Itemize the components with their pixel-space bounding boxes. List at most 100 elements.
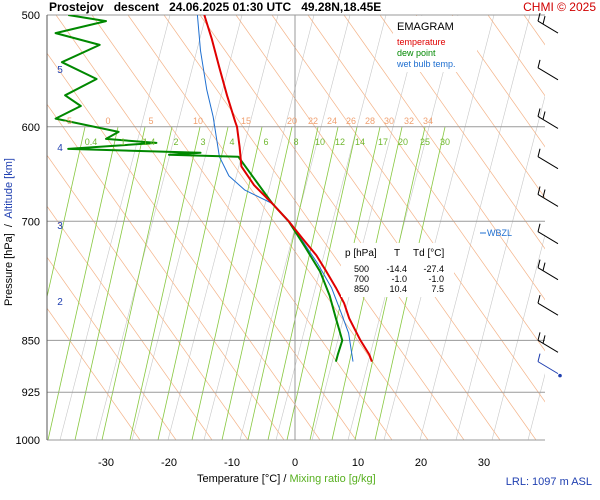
dry-adiabat-line bbox=[560, 15, 600, 440]
wind-barb-flag bbox=[542, 189, 546, 198]
table-header-t: T bbox=[394, 248, 400, 259]
pressure-tick-1000: 1000 bbox=[16, 435, 40, 447]
dry-adiabat-line bbox=[47, 103, 285, 440]
dew-point-line bbox=[54, 15, 344, 362]
wind-barb-flag bbox=[537, 332, 541, 341]
wind-barb bbox=[537, 108, 559, 129]
mixing-ratio-label-10: 10 bbox=[315, 137, 325, 147]
mixing-ratio-line bbox=[221, 126, 293, 440]
wind-barb-staff bbox=[537, 67, 559, 81]
values-table: p [hPa] T Td [°C] 500 -14.4 -27.4 700 -1… bbox=[341, 243, 454, 297]
wind-barb-staff bbox=[537, 194, 559, 207]
altitude-tick-3: 3 bbox=[57, 221, 63, 232]
wind-barb-flag bbox=[537, 12, 541, 22]
dry-adiabat-line bbox=[47, 256, 177, 440]
wind-barb-flag bbox=[537, 108, 541, 117]
x-axis-label-mix: Mixing ratio [g/kg] bbox=[289, 473, 376, 485]
table-row-500-p: 500 bbox=[354, 264, 369, 274]
wind-barb bbox=[537, 12, 559, 34]
y-axis-label-sep: / bbox=[3, 223, 15, 227]
wind-barb-flag bbox=[542, 111, 546, 120]
theta-label-28: 28 bbox=[365, 116, 375, 126]
temp-tick--10: -10 bbox=[224, 457, 240, 469]
dry-adiabats bbox=[47, 15, 600, 440]
dry-adiabat-line bbox=[235, 15, 537, 440]
dry-adiabat-line bbox=[47, 52, 321, 440]
mixing-ratio-line bbox=[101, 126, 173, 440]
y-axis-label: Pressure [hPa] / Altitude [km] bbox=[3, 158, 15, 306]
dry-adiabat-line bbox=[451, 15, 545, 148]
skew-isotherm-line bbox=[491, 234, 545, 440]
skew-isotherm-line bbox=[311, 15, 423, 440]
wind-barb-flag bbox=[542, 262, 546, 271]
wind-barb bbox=[537, 353, 562, 378]
wind-barb bbox=[537, 59, 559, 81]
wind-barb-flag bbox=[537, 259, 541, 268]
wind-barb-flag bbox=[537, 295, 541, 304]
wind-barb bbox=[537, 148, 559, 170]
dry-adiabat-line bbox=[47, 307, 141, 440]
table-header-td: Td [°C] bbox=[413, 248, 444, 259]
legend: EMAGRAM temperature dew point wet bulb t… bbox=[393, 16, 477, 72]
table-row-500-td: -27.4 bbox=[423, 264, 444, 274]
wet-bulb-line bbox=[196, 15, 354, 362]
wind-barb-flag bbox=[537, 148, 541, 157]
title-mode: descent bbox=[113, 0, 160, 14]
altitude-tick-4: 4 bbox=[57, 143, 63, 154]
wind-barb-flag bbox=[542, 335, 546, 344]
skew-isotherm-line bbox=[564, 15, 600, 440]
wind-barb-staff bbox=[537, 156, 559, 170]
dry-adiabat-line bbox=[379, 15, 545, 250]
mixing-ratio-label-14: 14 bbox=[355, 137, 365, 147]
theta-label-10: 10 bbox=[193, 116, 203, 126]
theta-label-20: 20 bbox=[287, 116, 297, 126]
plot-background bbox=[47, 15, 545, 440]
mixing-ratio-label-1.4: 1.4 bbox=[143, 137, 156, 147]
legend-box bbox=[393, 16, 477, 72]
mixing-ratio-label-0.4: 0.4 bbox=[85, 137, 98, 147]
theta-label-0: 0 bbox=[105, 116, 110, 126]
skew-isotherm-line bbox=[59, 15, 171, 440]
dry-adiabat-line bbox=[271, 15, 545, 403]
y-axis-label-altitude: Altitude [km] bbox=[3, 158, 15, 219]
legend-dew-point: dew point bbox=[397, 48, 436, 58]
wind-barb-flag bbox=[537, 59, 541, 68]
wind-barb-flag bbox=[542, 15, 546, 25]
mixing-ratio-label-1: 1 bbox=[120, 137, 125, 147]
table-row-700-p: 700 bbox=[354, 274, 369, 284]
mixing-ratio-label-6: 6 bbox=[263, 137, 268, 147]
wind-barb-staff bbox=[537, 116, 559, 129]
temp-tick-30: 30 bbox=[478, 457, 490, 469]
pressure-tick-925: 925 bbox=[22, 387, 40, 399]
theta-label-26: 26 bbox=[346, 116, 356, 126]
legend-temperature: temperature bbox=[397, 37, 446, 47]
wind-barb-flag bbox=[537, 223, 541, 232]
theta-label-15: 15 bbox=[241, 116, 251, 126]
mixing-ratio-line bbox=[74, 126, 146, 440]
mixing-ratio-label-2: 2 bbox=[173, 137, 178, 147]
mixing-ratio-line bbox=[286, 126, 358, 440]
table-header-p: p [hPa] bbox=[345, 248, 377, 259]
theta-label-22: 22 bbox=[308, 116, 318, 126]
wind-barb bbox=[537, 259, 559, 281]
table-row-850-t: 10.4 bbox=[389, 284, 407, 294]
skew-isotherm-line bbox=[95, 15, 207, 440]
dry-adiabat-line bbox=[596, 15, 600, 440]
wind-barb-staff bbox=[537, 302, 559, 316]
table-row-850-td: 7.5 bbox=[431, 284, 444, 294]
dry-adiabat-line bbox=[307, 15, 545, 352]
pressure-tick-700: 700 bbox=[22, 216, 40, 228]
legend-wet-bulb: wet bulb temp. bbox=[396, 59, 456, 69]
table-row-850-p: 850 bbox=[354, 284, 369, 294]
altitude-tick-5: 5 bbox=[57, 65, 63, 76]
table-row-700-td: -1.0 bbox=[428, 274, 444, 284]
theta-label-30: 30 bbox=[384, 116, 394, 126]
pressure-tick-600: 600 bbox=[22, 122, 40, 134]
x-axis-label: Temperature [°C] / Mixing ratio [g/kg] bbox=[197, 473, 376, 485]
dry-adiabat-line bbox=[47, 154, 249, 440]
skew-isotherm-line bbox=[167, 15, 279, 440]
mixing-ratio-label-25: 25 bbox=[420, 137, 430, 147]
mixing-ratio-line bbox=[47, 126, 86, 299]
